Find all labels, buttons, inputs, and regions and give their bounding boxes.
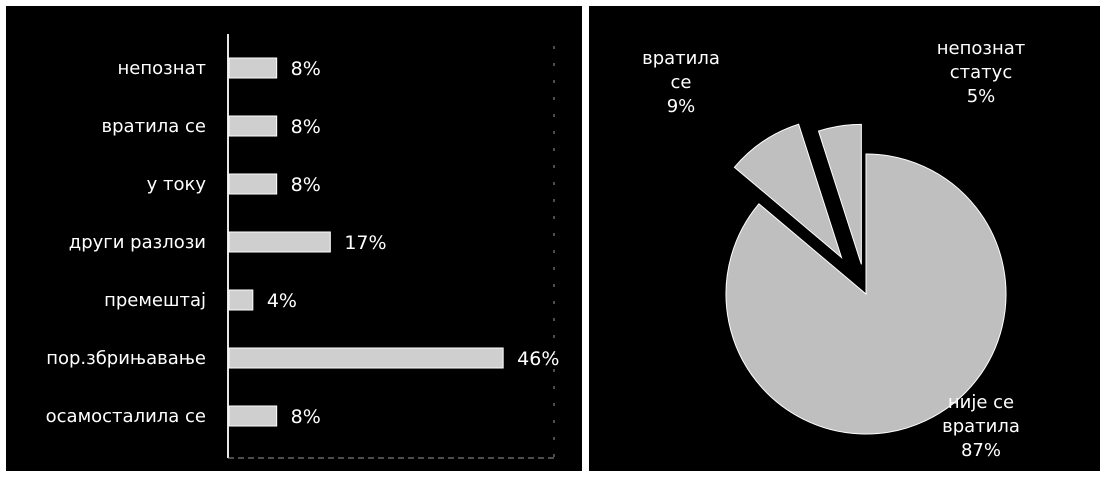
bar-chart: непознат 8% вратила се 8% у току 8% други разл… xyxy=(46,34,559,459)
bar-category-label: у току xyxy=(147,174,207,195)
bar xyxy=(228,115,278,137)
bar xyxy=(228,347,504,369)
bar-chart-panel: непознат 8% вратила се 8% у току 8% други разл… xyxy=(6,6,582,471)
bar-data-label: 8% xyxy=(291,174,321,196)
pie-chart-panel: није се вратила 87% вратила се 9% непознат стат… xyxy=(589,6,1100,471)
pie-slice-label: непознат статус 5% xyxy=(937,38,1025,107)
pie-slice xyxy=(733,123,843,259)
bar xyxy=(228,289,254,311)
bar-category-label: други разлози xyxy=(69,232,206,253)
bar-category-label: вратила се xyxy=(102,116,206,137)
bar-category-label: пор.збрињавање xyxy=(46,348,206,369)
bar-data-label: 8% xyxy=(291,406,321,428)
bar xyxy=(228,57,278,79)
bar-category-label: осамосталила се xyxy=(46,406,206,427)
bar-category-label: непознат xyxy=(118,58,206,79)
pie-slice xyxy=(817,123,862,265)
bar-data-label: 17% xyxy=(344,232,386,254)
pie-slice-label: вратила се 9% xyxy=(642,48,720,117)
bar xyxy=(228,173,278,195)
bar-data-label: 4% xyxy=(267,290,297,312)
pie-slice-label: није се вратила 87% xyxy=(942,392,1020,461)
bar xyxy=(228,405,278,427)
bar-data-label: 8% xyxy=(291,116,321,138)
bar-data-label: 46% xyxy=(517,348,559,370)
pie-chart: није се вратила 87% вратила се 9% непознат стат… xyxy=(642,38,1025,461)
bar-category-label: премештај xyxy=(104,290,206,311)
bar xyxy=(228,231,331,253)
bar-data-label: 8% xyxy=(291,58,321,80)
pie-slice xyxy=(725,153,1007,435)
